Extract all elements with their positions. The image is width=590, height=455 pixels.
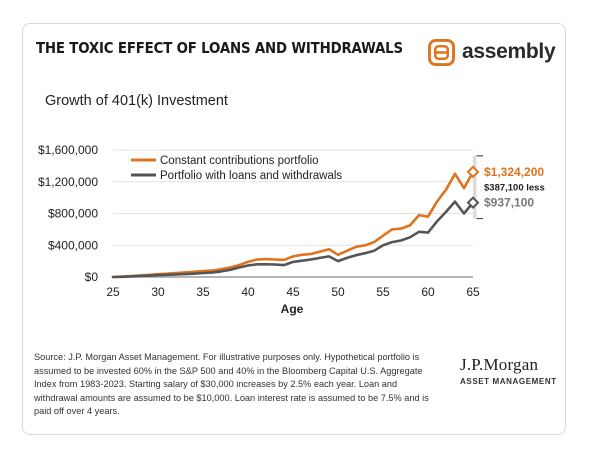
brand-name: assembly — [462, 40, 556, 63]
end-marker-1 — [466, 165, 480, 179]
legend: Constant contributions portfolio Portfoli… — [131, 155, 342, 182]
x-tick-labels: 25 30 35 40 45 50 55 60 65 — [106, 285, 480, 299]
series-lines — [111, 170, 475, 279]
end-label-2: $937,100 — [484, 196, 534, 210]
y-tick-labels: $0 $400,000 $800,000 $1,200,000 $1,600,000 — [38, 143, 98, 284]
publisher-sub: ASSET MANAGEMENT — [460, 377, 557, 386]
gap-bracket — [476, 155, 483, 220]
legend-label: Constant contributions portfolio — [160, 155, 319, 167]
end-callout: $1,324,200 $387,100 less $937,100 — [466, 155, 545, 220]
x-tick-label: 50 — [331, 285, 345, 299]
end-label-1: $1,324,200 — [484, 165, 544, 179]
y-tick-label: $800,000 — [48, 207, 98, 221]
y-tick-label: $1,600,000 — [38, 143, 98, 157]
publisher-logo: J.P.Morgan ASSET MANAGEMENT — [460, 355, 557, 386]
x-tick-label: 45 — [286, 285, 300, 299]
y-tick-label: $400,000 — [48, 238, 98, 252]
x-tick-label: 65 — [466, 285, 480, 299]
x-tick-label: 55 — [376, 285, 390, 299]
y-tick-label: $1,200,000 — [38, 175, 98, 189]
x-tick-label: 30 — [151, 285, 165, 299]
x-tick-label: 40 — [241, 285, 255, 299]
difference-annotation: $387,100 less — [484, 182, 545, 193]
assembly-logo-icon — [428, 38, 455, 66]
gap-bar — [473, 155, 477, 219]
brand-logo: assembly — [428, 37, 556, 67]
series-line-2 — [111, 200, 475, 279]
gridlines — [113, 149, 473, 278]
publisher-name: J.P.Morgan — [460, 355, 539, 374]
end-marker-2 — [466, 196, 480, 210]
legend-label: Portfolio with loans and withdrawals — [160, 170, 342, 182]
source-footnote: Source: J.P. Morgan Asset Management. Fo… — [34, 352, 429, 416]
chart-title: Growth of 401(k) Investment — [45, 93, 228, 109]
x-axis-label: Age — [281, 302, 304, 316]
x-tick-label: 35 — [196, 285, 210, 299]
x-tick-label: 60 — [421, 285, 435, 299]
headline: THE TOXIC EFFECT OF LOANS AND WITHDRAWAL… — [36, 39, 403, 57]
infographic-card — [22, 23, 566, 435]
x-tick-label: 25 — [106, 285, 120, 299]
y-tick-label: $0 — [85, 270, 99, 284]
